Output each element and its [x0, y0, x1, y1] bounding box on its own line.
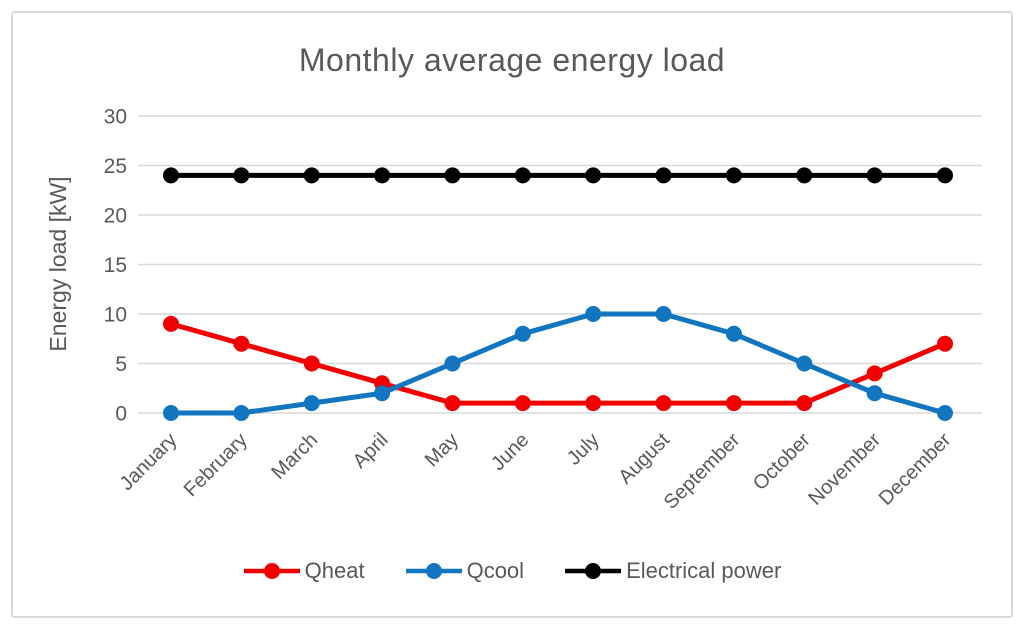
data-point-electrical-power — [937, 167, 953, 184]
y-tick-label: 20 — [104, 205, 127, 228]
x-tick-label: March — [267, 429, 322, 484]
y-tick-label: 5 — [115, 353, 127, 376]
legend: Qheat Qcool Electrical power — [0, 558, 1024, 584]
legend-marker-qheat — [243, 563, 300, 579]
data-point-qheat — [163, 315, 179, 332]
data-point-qcool — [796, 355, 813, 372]
data-point-electrical-power — [514, 167, 531, 184]
data-point-electrical-power — [444, 167, 461, 184]
legend-item-qcool: Qcool — [405, 558, 524, 584]
legend-label-qcool: Qcool — [466, 558, 525, 583]
legend-item-electrical-power: Electrical power — [564, 558, 781, 584]
legend-label-qheat: Qheat — [304, 558, 365, 583]
y-tick-label: 25 — [104, 155, 127, 178]
x-tick-label: November — [804, 429, 885, 510]
x-tick-label: August — [614, 429, 674, 489]
data-point-electrical-power — [163, 167, 179, 184]
series-line-qheat — [168, 321, 948, 406]
data-point-electrical-power — [585, 167, 602, 184]
data-point-qheat — [585, 395, 602, 412]
data-point-electrical-power — [303, 167, 320, 184]
data-point-electrical-power — [233, 167, 250, 184]
data-point-qcool — [585, 306, 602, 322]
x-tick-label: February — [180, 429, 252, 501]
data-point-qheat — [444, 395, 461, 412]
y-axis-title: Energy load [kW] — [45, 176, 71, 351]
data-point-qcool — [233, 405, 250, 421]
data-point-qheat — [514, 395, 531, 412]
data-point-qcool — [866, 385, 883, 402]
x-tick-label: July — [563, 429, 604, 470]
data-point-electrical-power — [655, 167, 672, 184]
y-tick-label: 30 — [104, 106, 127, 129]
data-point-qcool — [655, 306, 672, 322]
x-tick-label: May — [421, 429, 463, 471]
data-point-qcool — [725, 325, 742, 342]
x-tick-label: September — [660, 429, 745, 514]
y-tick-label: 10 — [104, 304, 127, 327]
x-tick-label: June — [487, 429, 533, 475]
data-point-qheat — [866, 365, 883, 382]
data-point-electrical-power — [725, 167, 742, 184]
y-tick-label: 15 — [104, 254, 127, 277]
legend-label-electrical-power: Electrical power — [626, 558, 782, 583]
legend-item-qheat: Qheat — [243, 558, 365, 584]
x-tick-label: April — [349, 429, 393, 473]
data-point-qcool — [303, 395, 320, 412]
chart-title: Monthly average energy load — [298, 42, 726, 78]
data-point-qheat — [725, 395, 742, 412]
series-line-qcool — [168, 311, 948, 416]
x-tick-label: December — [875, 429, 956, 510]
data-point-qcool — [937, 405, 953, 421]
x-tick-label: October — [749, 429, 815, 495]
data-point-qheat — [655, 395, 672, 412]
data-point-qcool — [444, 355, 461, 372]
data-point-qheat — [303, 355, 320, 372]
y-tick-label: 0 — [115, 403, 127, 426]
legend-marker-qcool — [405, 563, 462, 579]
data-point-qheat — [233, 335, 250, 352]
legend-marker-electrical-power — [565, 563, 622, 579]
data-point-electrical-power — [796, 167, 813, 184]
data-point-qheat — [937, 335, 953, 352]
x-tick-label: January — [116, 429, 182, 495]
data-point-qheat — [796, 395, 813, 412]
data-point-qcool — [374, 385, 391, 402]
data-point-electrical-power — [374, 167, 391, 184]
data-point-electrical-power — [866, 167, 883, 184]
data-point-qcool — [163, 405, 179, 421]
data-point-qcool — [514, 325, 531, 342]
